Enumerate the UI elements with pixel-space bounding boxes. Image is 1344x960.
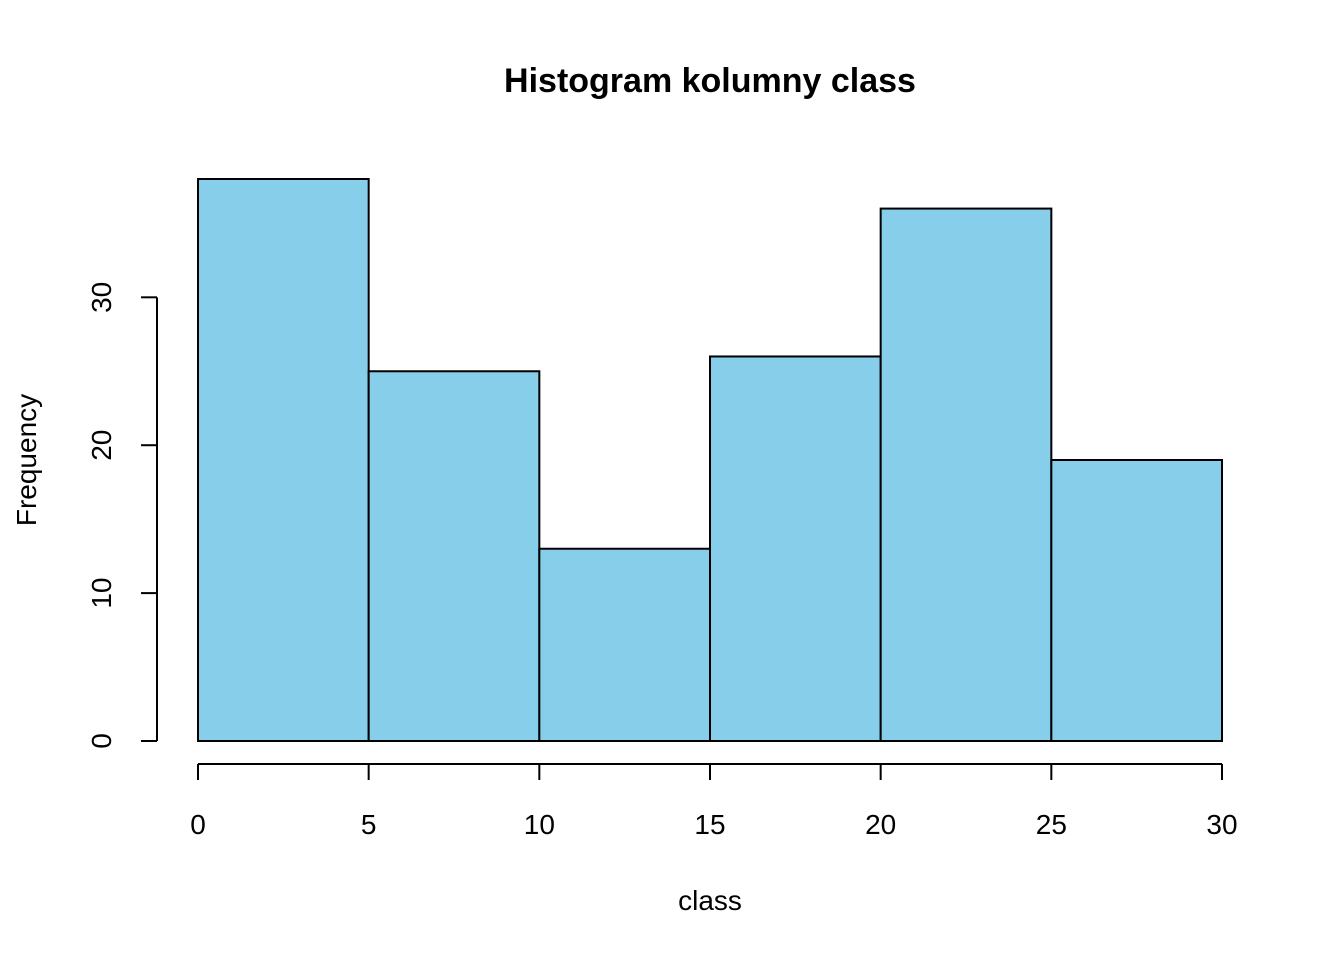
histogram-bar-5	[1050, 459, 1224, 742]
y-axis-label: Frequency	[11, 394, 42, 526]
x-tick-label-2: 10	[524, 809, 555, 840]
histogram-bar-2	[538, 547, 711, 742]
x-tick-label-1: 5	[361, 809, 377, 840]
y-tick-label-2: 20	[86, 430, 117, 461]
y-axis: 0 10 20 30	[86, 282, 158, 749]
histogram-bar-1	[367, 370, 541, 742]
histogram-bar-3	[709, 355, 882, 742]
x-tick-label-5: 25	[1036, 809, 1067, 840]
x-tick-label-3: 15	[694, 809, 725, 840]
x-axis-label: class	[678, 885, 742, 916]
x-axis: 0 5 10 15 20 25 30	[190, 763, 1238, 840]
y-tick-label-1: 10	[86, 578, 117, 609]
x-tick-label-4: 20	[865, 809, 896, 840]
chart-title: Histogram kolumny class	[504, 62, 916, 100]
y-tick-label-3: 30	[86, 282, 117, 313]
x-tick-label-6: 30	[1206, 809, 1237, 840]
histogram-bar-4	[879, 207, 1053, 743]
x-tick-label-0: 0	[190, 809, 206, 840]
bars-group	[197, 178, 1224, 743]
y-tick-label-0: 0	[86, 733, 117, 749]
histogram-bar-0	[197, 178, 370, 742]
